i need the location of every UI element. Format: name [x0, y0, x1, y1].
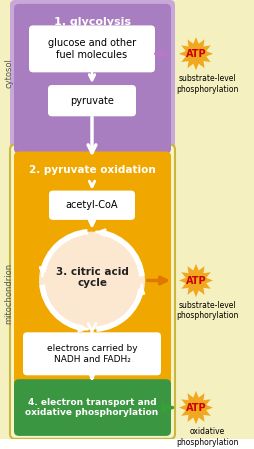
- Polygon shape: [179, 391, 213, 424]
- FancyBboxPatch shape: [23, 332, 161, 375]
- Text: mitochondrion: mitochondrion: [5, 263, 13, 324]
- Text: substrate-level
phosphorylation: substrate-level phosphorylation: [176, 301, 238, 321]
- Text: 3. citric acid
cycle: 3. citric acid cycle: [56, 267, 129, 288]
- FancyBboxPatch shape: [14, 4, 171, 154]
- FancyBboxPatch shape: [14, 379, 171, 436]
- Polygon shape: [179, 37, 213, 70]
- Ellipse shape: [39, 232, 145, 330]
- Text: ATP: ATP: [186, 403, 206, 413]
- Text: substrate-level
phosphorylation: substrate-level phosphorylation: [176, 74, 238, 94]
- Text: electrons carried by
NADH and FADH₂: electrons carried by NADH and FADH₂: [47, 344, 137, 364]
- Text: 1. glycolysis: 1. glycolysis: [54, 17, 131, 26]
- FancyBboxPatch shape: [49, 190, 135, 220]
- Text: ATP: ATP: [186, 49, 206, 59]
- Text: pyruvate: pyruvate: [70, 96, 114, 106]
- FancyBboxPatch shape: [14, 151, 171, 389]
- Text: acetyl-CoA: acetyl-CoA: [66, 200, 118, 210]
- Text: 2. pyruvate oxidation: 2. pyruvate oxidation: [29, 165, 155, 175]
- Text: cytosol: cytosol: [5, 58, 13, 88]
- FancyBboxPatch shape: [10, 145, 175, 439]
- Text: glucose and other
fuel molecules: glucose and other fuel molecules: [48, 38, 136, 60]
- Text: oxidative
phosphorylation: oxidative phosphorylation: [176, 427, 238, 446]
- FancyBboxPatch shape: [48, 85, 136, 116]
- Text: ATP: ATP: [186, 276, 206, 286]
- FancyBboxPatch shape: [29, 26, 155, 72]
- FancyBboxPatch shape: [10, 0, 175, 156]
- Text: 4. electron transport and
oxidative phosphorylation: 4. electron transport and oxidative phos…: [25, 398, 159, 417]
- Polygon shape: [179, 264, 213, 297]
